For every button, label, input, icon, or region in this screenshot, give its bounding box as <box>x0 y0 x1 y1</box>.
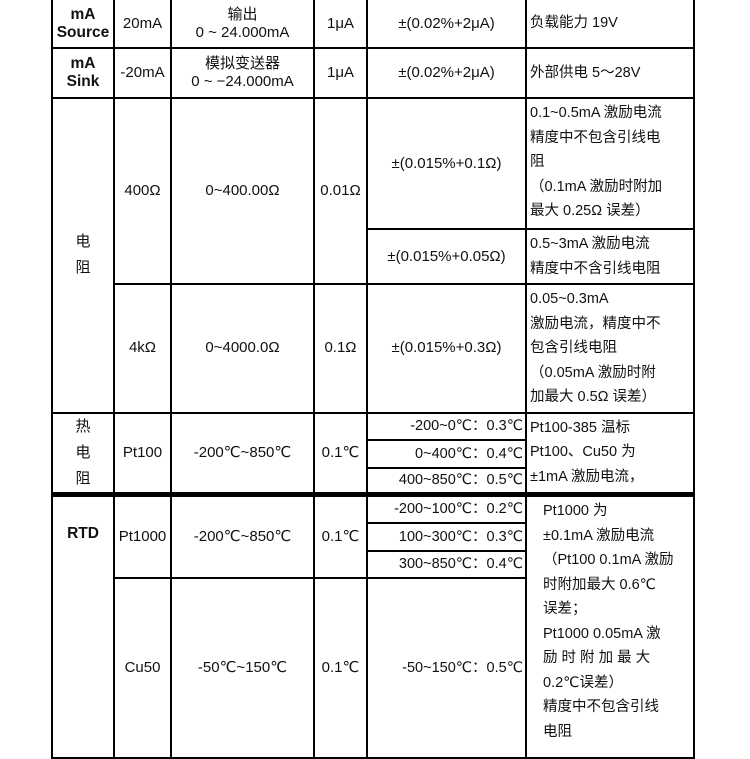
type-label: 电 <box>75 233 91 251</box>
spec-line: 模拟变送器 <box>204 55 280 72</box>
type-label: mA <box>70 5 96 23</box>
table-row-ma-sink: mA Sink -20mA 模拟变送器 0 ~ −24.000mA 1μA ±(0.… <box>51 47 695 99</box>
resolution-cell: 1μA <box>313 0 368 49</box>
note-line: 0.2℃误差） <box>543 674 623 691</box>
range-cell: 20mA <box>113 0 172 49</box>
note-cell: 负载能力 19V <box>525 0 695 49</box>
spec-cell: 模拟变送器 0 ~ −24.000mA <box>170 47 315 99</box>
accuracy-cell: ±(0.015%+0.1Ω) <box>366 97 527 230</box>
table-row-ma-source: mA Source 20mA 输出 0 ~ 24.000mA 1μA ±(0.02%… <box>51 0 695 49</box>
type-cell: mA Source <box>51 0 115 49</box>
accuracy-cell: ±(0.015%+0.3Ω) <box>366 283 527 414</box>
accuracy-cell: -200~0℃：0.3℃ <box>366 411 527 441</box>
note-line: Pt1000 0.05mA 激 <box>543 625 661 642</box>
note-line: （0.05mA 激励时附 <box>530 364 656 381</box>
spec-cell: -50℃~150℃ <box>170 576 315 759</box>
note-cell: 外部供电 5～28V <box>525 47 695 99</box>
type-label: Sink <box>66 73 100 90</box>
note-cell: Pt1000 为 ±0.1mA 激励电流 （Pt100 0.1mA 激励 时附加最大 … <box>525 492 695 759</box>
table-row-rtd-pt1000: RTD Pt1000 -200℃~850℃ 0.1℃ -200~100℃：0.2… <box>51 492 695 759</box>
type-cell: 热电阻 <box>51 411 115 496</box>
note-line: 电阻 <box>543 723 572 740</box>
note-line: ±0.1mA 激励电流 <box>543 527 655 544</box>
note-line: 精度中不包含引线电 <box>530 129 661 146</box>
spec-table: mA Source 20mA 输出 0 ~ 24.000mA 1μA ±(0.02%… <box>51 0 695 759</box>
spec-cell: -200℃~850℃ <box>170 492 315 579</box>
range-cell: Pt100 <box>113 411 172 496</box>
note-cell: 0.5~3mA 激励电流 精度中不含引线电阻 <box>525 228 695 285</box>
range-cell: 400Ω <box>113 97 172 285</box>
note-cell: Pt100-385 温标 Pt100、Cu50 为 ±1mA 激励电流， <box>525 411 695 496</box>
spec-cell: 0~4000.0Ω <box>170 283 315 414</box>
spec-line: 0 ~ −24.000mA <box>191 73 294 90</box>
note-line: 包含引线电阻 <box>530 340 617 356</box>
type-cell: RTD <box>51 492 115 759</box>
accuracy-cell: ±(0.015%+0.05Ω) <box>366 228 527 285</box>
spec-line: 输出 <box>227 5 258 23</box>
note-line: 最大 0.25Ω 误差） <box>530 203 650 219</box>
note-line: 激励电流，精度中不 <box>530 315 661 332</box>
note-line: 时附加最大 0.6℃ <box>543 576 656 593</box>
note-cell: 0.1~0.5mA 激励电流 精度中不包含引线电阻 （0.1mA 激励时附加 最大 0… <box>525 97 695 230</box>
accuracy-cell: -50~150℃：0.5℃ <box>366 576 527 759</box>
accuracy-cell: 300~850℃：0.4℃ <box>366 549 527 579</box>
note-line: 精度中不含引线电阻 <box>530 260 661 277</box>
table-row-rtd-cu50: Cu50 -50℃~150℃ 0.1℃ -50~150℃：0.5℃ <box>52 576 694 759</box>
note-line: 精度中不包含引线 <box>543 699 659 715</box>
type-label: 电 <box>75 443 91 461</box>
accuracy-cell: 100~300℃：0.3℃ <box>366 521 527 552</box>
table-row-thermal-2: 0~400℃：0.4℃ <box>52 438 694 469</box>
table-row-resistance-400: 电阻 400Ω 0~400.00Ω 0.01Ω ±(0.015%+0.1Ω) 0… <box>51 97 695 414</box>
type-label: 阻 <box>75 259 91 277</box>
table-row-thermal: 热电阻 Pt100 -200℃~850℃ 0.1℃ -200~0℃：0.3℃ P… <box>51 411 695 496</box>
note-line: 误差； <box>543 601 587 617</box>
resolution-cell: 0.1Ω <box>313 283 368 414</box>
type-cell: 电阻 <box>51 97 115 414</box>
range-cell: -20mA <box>113 47 172 99</box>
resolution-cell: 1μA <box>313 47 368 99</box>
note-line: 0.5~3mA 激励电流 <box>530 236 650 252</box>
spec-cell: 输出 0 ~ 24.000mA <box>170 0 315 49</box>
spec-line: 0 ~ 24.000mA <box>195 23 290 41</box>
note-line: 0.05~0.3mA <box>530 291 609 307</box>
accuracy-cell: 0~400℃：0.4℃ <box>366 438 527 469</box>
table-row-thermal-3: 400~850℃：0.5℃ <box>52 466 694 496</box>
type-cell: mA Sink <box>51 47 115 99</box>
note-cell: 0.05~0.3mA 激励电流，精度中不 包含引线电阻 （0.05mA 激励时附 加最大… <box>525 283 695 414</box>
resolution-cell: 0.1℃ <box>313 576 368 759</box>
note-line: 0.1~0.5mA 激励电流 <box>530 105 662 121</box>
table-row-rtd-pt1000-3: 300~850℃：0.4℃ <box>52 549 694 579</box>
accuracy-cell: ±(0.02%+2μA) <box>366 47 527 99</box>
type-label: 热 <box>75 417 91 435</box>
type-label: 阻 <box>75 469 91 487</box>
range-cell: 4kΩ <box>113 283 172 414</box>
note-line: 阻 <box>530 154 545 170</box>
note-line: （0.1mA 激励时附加 <box>530 178 663 195</box>
resolution-cell: 0.1℃ <box>313 492 368 579</box>
note-line: ±1mA 激励电流， <box>530 468 644 485</box>
note-line: （Pt100 0.1mA 激励 <box>543 552 674 568</box>
spec-cell: -200℃~850℃ <box>170 411 315 496</box>
range-cell: Cu50 <box>113 576 172 759</box>
type-label: Source <box>56 23 110 41</box>
note-line: 加最大 0.5Ω 误差） <box>530 389 657 405</box>
note-line: 励 时 附 加 最 大 <box>543 650 651 666</box>
note-line: Pt100-385 温标 <box>530 419 630 436</box>
accuracy-cell: 400~850℃：0.5℃ <box>366 466 527 496</box>
table-row-rtd-pt1000-2: 100~300℃：0.3℃ <box>52 521 694 552</box>
table-row-resistance-4k: 4kΩ 0~4000.0Ω 0.1Ω ±(0.015%+0.3Ω) 0.05~0… <box>52 283 695 414</box>
note-line: Pt1000 为 <box>543 503 608 519</box>
accuracy-cell: -200~100℃：0.2℃ <box>366 492 527 524</box>
spec-cell: 0~400.00Ω <box>170 97 315 285</box>
accuracy-cell: ±(0.02%+2μA) <box>366 0 527 49</box>
table-row-resistance-400b: ±(0.015%+0.05Ω) 0.5~3mA 激励电流 精度中不含引线电阻 <box>52 228 695 285</box>
resolution-cell: 0.01Ω <box>313 97 368 285</box>
resolution-cell: 0.1℃ <box>313 411 368 496</box>
range-cell: Pt1000 <box>113 492 172 579</box>
type-label: mA <box>70 55 96 72</box>
note-line: Pt100、Cu50 为 <box>530 444 636 460</box>
